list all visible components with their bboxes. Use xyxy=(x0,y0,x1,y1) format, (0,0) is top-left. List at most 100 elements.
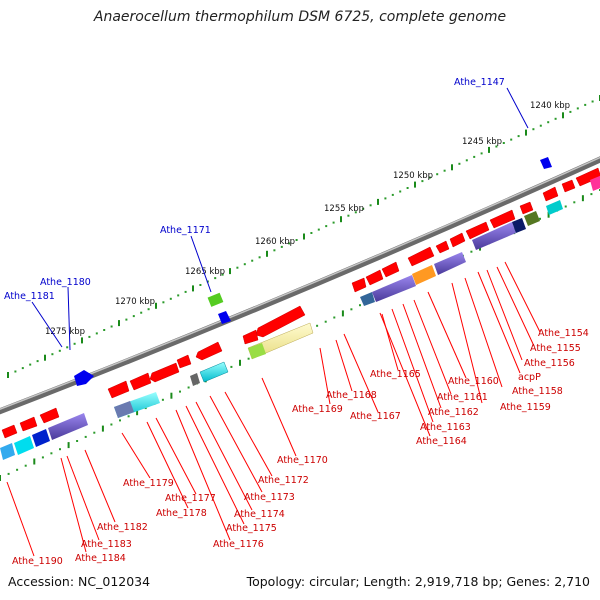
ruler-dot xyxy=(14,370,17,373)
ruler-dot xyxy=(554,117,557,120)
gene-feature[interactable] xyxy=(512,218,526,233)
gene-feature[interactable] xyxy=(114,401,134,418)
gene-feature[interactable] xyxy=(351,277,367,293)
gene-feature[interactable] xyxy=(360,292,375,306)
gene-label-athe-1190[interactable]: Athe_1190 xyxy=(12,556,63,567)
gene-feature[interactable] xyxy=(561,179,576,193)
gene-label-athe-1170[interactable]: Athe_1170 xyxy=(277,455,328,466)
gene-label-athe-1156[interactable]: Athe_1156 xyxy=(524,358,575,369)
gene-label-acpp[interactable]: acpP xyxy=(518,372,541,383)
gene-label-athe-1176[interactable]: Athe_1176 xyxy=(213,539,264,550)
gene-feature[interactable] xyxy=(19,416,38,432)
gene-feature[interactable] xyxy=(0,443,15,460)
ruler-dot xyxy=(88,335,91,338)
gene-feature[interactable] xyxy=(542,186,559,202)
gene-feature[interactable] xyxy=(546,200,563,215)
ruler-dot xyxy=(354,211,357,214)
gene-label-athe-1184[interactable]: Athe_1184 xyxy=(75,553,126,564)
gene-feature[interactable] xyxy=(524,211,540,226)
ruler-major-tick xyxy=(414,181,416,188)
gene-label-athe-1174[interactable]: Athe_1174 xyxy=(234,509,285,520)
gene-label-athe-1177[interactable]: Athe_1177 xyxy=(165,493,216,504)
gene-feature[interactable] xyxy=(199,361,229,383)
ruler-major-tick xyxy=(67,442,70,449)
gene-label-athe-1171[interactable]: Athe_1171 xyxy=(160,225,211,236)
gene-label-athe-1147[interactable]: Athe_1147 xyxy=(454,77,505,88)
ruler-dot xyxy=(66,346,69,349)
gene-label-athe-1155[interactable]: Athe_1155 xyxy=(530,343,581,354)
gene-feature[interactable] xyxy=(435,240,450,254)
gene-feature[interactable] xyxy=(407,246,435,267)
gene-feature[interactable] xyxy=(107,380,130,399)
gene-label-athe-1169[interactable]: Athe_1169 xyxy=(292,404,343,415)
gene-feature[interactable] xyxy=(372,275,416,302)
gene-feature[interactable] xyxy=(207,292,224,307)
ruler-dot xyxy=(162,301,165,304)
length-label: Length: xyxy=(363,574,411,589)
gene-label-athe-1181[interactable]: Athe_1181 xyxy=(4,291,55,302)
ruler-dot xyxy=(591,100,594,103)
ruler-dot xyxy=(510,138,513,141)
ruler-major-tick xyxy=(525,129,527,136)
gene-feature[interactable] xyxy=(190,373,200,386)
gene-feature[interactable] xyxy=(1,424,18,439)
gene-feature[interactable] xyxy=(14,436,34,455)
accession-label: Accession: xyxy=(8,574,75,589)
gene-feature[interactable] xyxy=(489,209,516,229)
gene-feature[interactable] xyxy=(575,167,600,187)
red-leader-lines xyxy=(6,261,541,557)
gene-feature[interactable] xyxy=(32,429,50,447)
ruler-dot xyxy=(465,159,468,162)
ruler-dot xyxy=(369,204,372,207)
ruler-dot xyxy=(21,367,24,370)
gene-feature[interactable] xyxy=(195,341,223,361)
gene-label-athe-1183[interactable]: Athe_1183 xyxy=(81,539,132,550)
ruler-dot xyxy=(140,311,143,314)
gene-label-athe-1158[interactable]: Athe_1158 xyxy=(512,386,563,397)
gene-feature[interactable] xyxy=(381,261,400,278)
gene-feature[interactable] xyxy=(248,343,266,359)
gene-label-athe-1179[interactable]: Athe_1179 xyxy=(123,478,174,489)
tick-label-1255: 1255 kbp xyxy=(324,204,364,214)
gene-label-athe-1182[interactable]: Athe_1182 xyxy=(97,522,148,533)
gene-feature[interactable] xyxy=(434,252,466,275)
gene-label-athe-1162[interactable]: Athe_1162 xyxy=(428,407,479,418)
gene-feature[interactable] xyxy=(149,362,180,383)
gene-label-athe-1180[interactable]: Athe_1180 xyxy=(40,277,91,288)
gene-label-athe-1178[interactable]: Athe_1178 xyxy=(156,508,207,519)
gene-feature[interactable] xyxy=(176,354,192,369)
gene-label-athe-1159[interactable]: Athe_1159 xyxy=(500,402,551,413)
gene-feature[interactable] xyxy=(412,265,436,285)
gene-feature[interactable] xyxy=(218,311,231,324)
gene-feature[interactable] xyxy=(48,413,88,440)
gene-feature[interactable] xyxy=(472,222,516,250)
gene-label-athe-1175[interactable]: Athe_1175 xyxy=(226,523,277,534)
ruler-major-tick xyxy=(44,354,46,361)
ruler-dot xyxy=(93,431,96,434)
gene-label-athe-1165[interactable]: Athe_1165 xyxy=(370,369,421,380)
gene-feature[interactable] xyxy=(74,370,94,386)
gene-label-athe-1173[interactable]: Athe_1173 xyxy=(244,492,295,503)
gene-label-athe-1160[interactable]: Athe_1160 xyxy=(448,376,499,387)
gene-feature[interactable] xyxy=(519,201,534,215)
gene-feature[interactable] xyxy=(465,221,490,240)
gene-label-athe-1164[interactable]: Athe_1164 xyxy=(416,436,467,447)
gene-label-athe-1172[interactable]: Athe_1172 xyxy=(258,475,309,486)
gene-feature[interactable] xyxy=(242,329,259,345)
ruler-dot xyxy=(36,360,39,363)
gene-feature[interactable] xyxy=(129,372,152,391)
gene-feature[interactable] xyxy=(365,269,384,286)
gene-label-athe-1161[interactable]: Athe_1161 xyxy=(437,392,488,403)
ruler-major-tick xyxy=(451,164,453,171)
ruler-dot xyxy=(495,145,498,148)
gene-label-athe-1154[interactable]: Athe_1154 xyxy=(538,328,589,339)
gene-feature[interactable] xyxy=(449,232,466,248)
gene-label-athe-1163[interactable]: Athe_1163 xyxy=(420,422,471,433)
gene-feature[interactable] xyxy=(590,175,600,191)
gene-feature[interactable] xyxy=(540,157,552,169)
ruler-major-tick xyxy=(266,250,268,257)
gene-feature[interactable] xyxy=(39,407,60,424)
gene-label-athe-1167[interactable]: Athe_1167 xyxy=(350,411,401,422)
gene-label-athe-1168[interactable]: Athe_1168 xyxy=(326,390,377,401)
ruler-dot xyxy=(7,472,10,475)
